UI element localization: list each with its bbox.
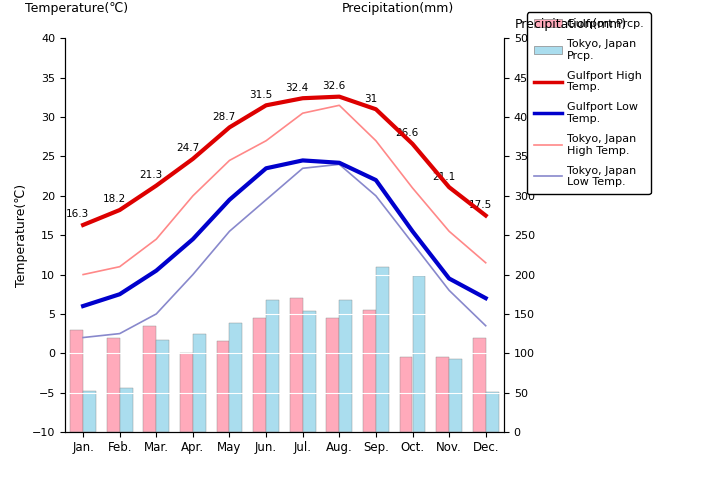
- Gulfport High
Temp.: [482, 213, 490, 218]
- Text: 24.7: 24.7: [176, 144, 199, 153]
- Bar: [180, 353, 193, 432]
- Tokyo, Japan
High Temp.: [298, 110, 307, 116]
- Gulfport High
Temp.: [115, 207, 124, 213]
- Tokyo, Japan
Low Temp.: [408, 240, 417, 246]
- Text: 21.1: 21.1: [432, 172, 455, 181]
- Line: Gulfport Low
Temp.: Gulfport Low Temp.: [83, 160, 486, 306]
- Tokyo, Japan
High Temp.: [152, 236, 161, 242]
- Bar: [193, 334, 206, 432]
- Tokyo, Japan
High Temp.: [445, 228, 454, 234]
- Gulfport Low
Temp.: [262, 166, 271, 171]
- Gulfport High
Temp.: [445, 184, 454, 190]
- Bar: [376, 267, 389, 432]
- Tokyo, Japan
Low Temp.: [189, 272, 197, 277]
- Text: 16.3: 16.3: [66, 209, 89, 219]
- Gulfport High
Temp.: [408, 141, 417, 147]
- Bar: [266, 300, 279, 432]
- Text: 21.3: 21.3: [139, 170, 163, 180]
- Tokyo, Japan
High Temp.: [189, 193, 197, 199]
- Line: Tokyo, Japan
High Temp.: Tokyo, Japan High Temp.: [83, 105, 486, 275]
- Bar: [156, 340, 169, 432]
- Tokyo, Japan
Low Temp.: [225, 228, 234, 234]
- Legend: Gulfport Prcp., Tokyo, Japan
Prcp., Gulfport High
Temp., Gulfport Low
Temp., Tok: Gulfport Prcp., Tokyo, Japan Prcp., Gulf…: [527, 12, 651, 194]
- Text: 31: 31: [364, 94, 377, 104]
- Text: 17.5: 17.5: [469, 200, 492, 210]
- Bar: [400, 357, 413, 432]
- Gulfport High
Temp.: [189, 156, 197, 162]
- Text: Temperature(℃): Temperature(℃): [25, 2, 128, 15]
- Bar: [230, 324, 243, 432]
- Gulfport Low
Temp.: [225, 197, 234, 203]
- Gulfport Low
Temp.: [152, 268, 161, 274]
- Tokyo, Japan
High Temp.: [372, 138, 380, 144]
- Tokyo, Japan
High Temp.: [262, 138, 271, 144]
- Gulfport High
Temp.: [152, 183, 161, 189]
- Gulfport Low
Temp.: [335, 160, 343, 166]
- Bar: [143, 326, 156, 432]
- Bar: [302, 311, 315, 432]
- Gulfport High
Temp.: [225, 124, 234, 130]
- Bar: [253, 318, 266, 432]
- Gulfport High
Temp.: [298, 96, 307, 101]
- Tokyo, Japan
Low Temp.: [372, 193, 380, 199]
- Text: 28.7: 28.7: [212, 112, 235, 122]
- Gulfport Low
Temp.: [115, 291, 124, 297]
- Gulfport High
Temp.: [335, 94, 343, 99]
- Tokyo, Japan
Low Temp.: [445, 288, 454, 293]
- Tokyo, Japan
Low Temp.: [482, 323, 490, 329]
- Tokyo, Japan
Low Temp.: [78, 335, 87, 340]
- Bar: [71, 330, 83, 432]
- Text: Precipitation(mm): Precipitation(mm): [515, 18, 627, 31]
- Text: 31.5: 31.5: [249, 90, 272, 100]
- Gulfport Low
Temp.: [78, 303, 87, 309]
- Text: 32.6: 32.6: [322, 81, 346, 91]
- Tokyo, Japan
High Temp.: [78, 272, 87, 277]
- Gulfport Low
Temp.: [482, 295, 490, 301]
- Line: Gulfport High
Temp.: Gulfport High Temp.: [83, 96, 486, 225]
- Tokyo, Japan
High Temp.: [482, 260, 490, 265]
- Text: Precipitation(mm): Precipitation(mm): [341, 2, 454, 15]
- Text: 32.4: 32.4: [286, 83, 309, 93]
- Y-axis label: Temperature(℃): Temperature(℃): [14, 184, 27, 287]
- Tokyo, Japan
High Temp.: [225, 157, 234, 163]
- Tokyo, Japan
Low Temp.: [115, 331, 124, 336]
- Bar: [339, 300, 352, 432]
- Bar: [436, 357, 449, 432]
- Bar: [413, 276, 426, 432]
- Gulfport Low
Temp.: [445, 276, 454, 281]
- Gulfport Low
Temp.: [408, 228, 417, 234]
- Tokyo, Japan
Low Temp.: [298, 166, 307, 171]
- Tokyo, Japan
High Temp.: [335, 102, 343, 108]
- Gulfport Low
Temp.: [372, 177, 380, 183]
- Bar: [449, 359, 462, 432]
- Line: Tokyo, Japan
Low Temp.: Tokyo, Japan Low Temp.: [83, 164, 486, 337]
- Bar: [290, 298, 302, 432]
- Bar: [217, 341, 230, 432]
- Bar: [326, 318, 339, 432]
- Gulfport Low
Temp.: [298, 157, 307, 163]
- Tokyo, Japan
Low Temp.: [152, 311, 161, 317]
- Gulfport High
Temp.: [372, 107, 380, 112]
- Gulfport Low
Temp.: [189, 236, 197, 242]
- Text: 26.6: 26.6: [395, 128, 418, 138]
- Gulfport High
Temp.: [262, 102, 271, 108]
- Gulfport High
Temp.: [78, 222, 87, 228]
- Tokyo, Japan
Low Temp.: [262, 197, 271, 203]
- Tokyo, Japan
High Temp.: [408, 185, 417, 191]
- Tokyo, Japan
High Temp.: [115, 264, 124, 270]
- Bar: [473, 337, 486, 432]
- Bar: [107, 337, 120, 432]
- Tokyo, Japan
Low Temp.: [335, 161, 343, 167]
- Text: 18.2: 18.2: [102, 194, 126, 204]
- Bar: [83, 391, 96, 432]
- Bar: [486, 392, 498, 432]
- Bar: [120, 388, 132, 432]
- Bar: [363, 310, 376, 432]
